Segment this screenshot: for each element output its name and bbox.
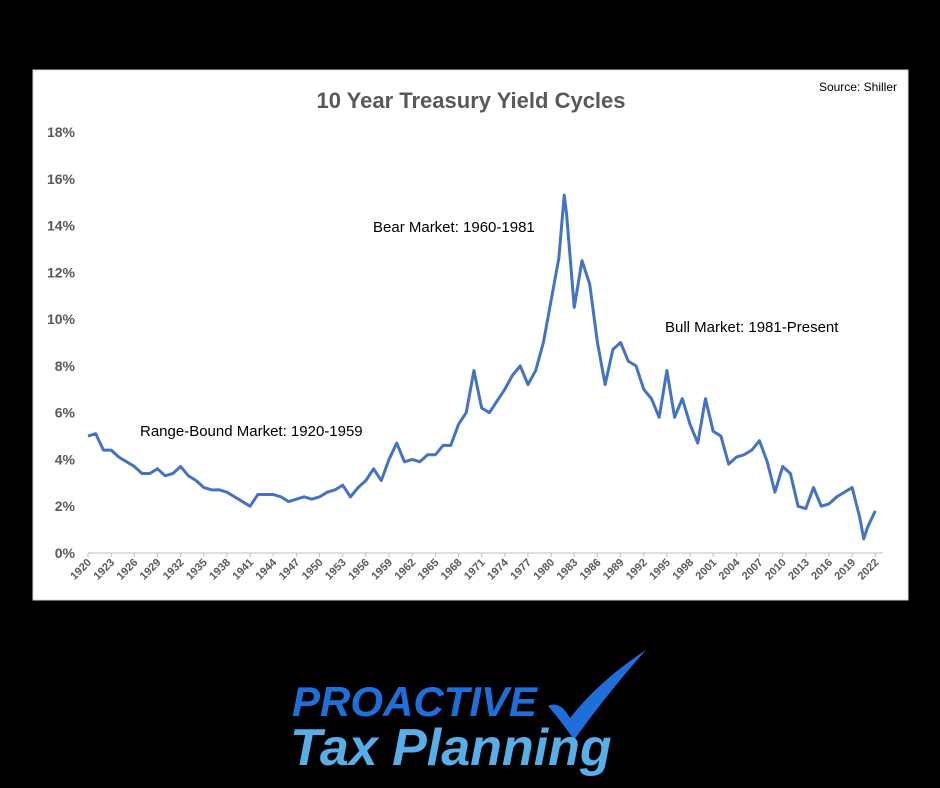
y-tick-label: 8%	[55, 358, 76, 374]
logo-check	[548, 650, 646, 740]
y-tick-label: 0%	[55, 545, 76, 561]
logo-line2: Tax Planning	[290, 719, 612, 777]
chart-panel	[32, 69, 909, 601]
y-tick-label: 14%	[47, 218, 76, 234]
data-line	[87, 193, 877, 541]
y-tick-label: 6%	[55, 405, 76, 421]
source-note: Source: Shiller	[819, 80, 897, 94]
annotation: Range-Bound Market: 1920-1959	[140, 423, 363, 440]
y-tick-label: 10%	[47, 311, 76, 327]
y-tick-label: 18%	[47, 124, 76, 140]
y-tick-label: 2%	[55, 498, 76, 514]
y-tick-label: 12%	[47, 264, 76, 280]
annotation: Bear Market: 1960-1981	[373, 219, 535, 236]
y-tick-label: 4%	[55, 451, 76, 467]
annotation: Bull Market: 1981-Present	[665, 319, 839, 336]
y-tick-label: 16%	[47, 171, 76, 187]
logo-line1: PROACTIVE	[292, 678, 539, 725]
chart-title: 10 Year Treasury Yield Cycles	[316, 88, 625, 113]
